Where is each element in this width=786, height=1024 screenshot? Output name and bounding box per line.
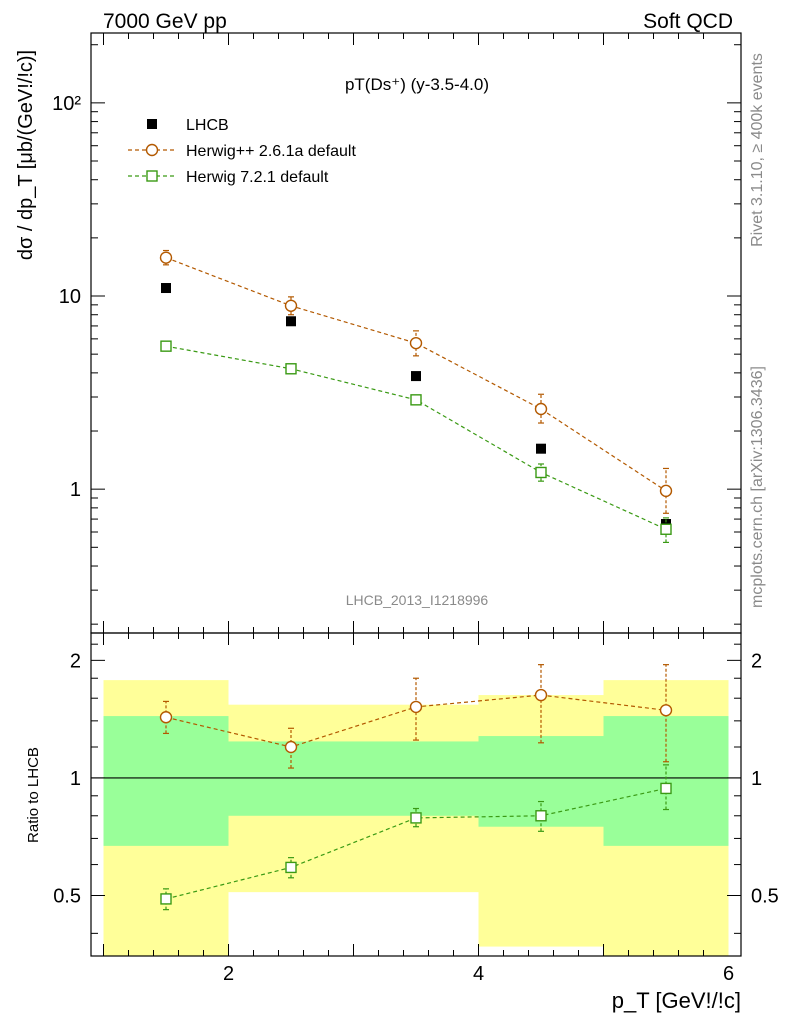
x-tick-label: 2 [223,963,234,985]
ratio-y-tick-label: 2 [70,650,81,672]
y-tick-label: 10 [59,286,81,308]
ratio-point-herwig-7-2-1-default [535,810,547,822]
ratio-y-axis-title: Ratio to LHCB [25,747,42,843]
legend-marker [145,143,159,157]
ratio-y-tick-label-right: 1 [751,768,762,790]
legend-label: Herwig++ 2.6.1a default [186,143,356,160]
main-point-herwig-2-6-1a-default [534,402,548,416]
header-left: 7000 GeV pp [103,10,227,33]
main-point-herwig-7-2-1-default [285,363,297,375]
main-point-lhcb [161,283,171,294]
header-right: Soft QCD [643,10,733,33]
y-tick-label: 10² [52,93,81,115]
ratio-plot-frame [90,632,742,957]
ratio-y-tick-label: 0.5 [53,886,81,908]
stat-uncertainty-band [603,716,729,846]
main-point-herwig-7-2-1-default [160,340,172,352]
stat-uncertainty-band [103,716,229,846]
ratio-y-tick-label: 1 [70,768,81,790]
x-tick-label: 4 [473,963,484,985]
ratio-y-tick-label-right: 0.5 [751,886,779,908]
legend-marker [146,170,158,182]
x-tick-label: 6 [723,963,734,985]
main-y-axis-title: dσ / dp_T [μb/(GeV!/!c)] [15,50,37,260]
marks-layer [159,249,673,911]
main-point-herwig-7-2-1-default [535,466,547,479]
legend-label: LHCB [186,117,229,134]
stat-uncertainty-band [228,741,354,816]
main-point-lhcb [286,316,296,327]
x-axis-title: p_T [GeV!/!c] [612,988,741,1013]
main-point-herwig-2-6-1a-default [159,251,173,264]
ratio-y-tick-label-right: 2 [751,650,762,672]
ratio-point-herwig-2-6-1a-default [159,711,173,724]
ratio-point-herwig-7-2-1-default [660,782,672,795]
main-point-lhcb [411,371,421,382]
ratio-point-herwig-2-6-1a-default [659,704,673,717]
plot-title: pT(Ds⁺) (y-3.5-4.0) [345,75,489,94]
main-line-herwig-2-6-1a-default [165,257,667,492]
stat-uncertainty-band [353,741,479,816]
ratio-point-herwig-2-6-1a-default [284,740,298,754]
axes-layer: 2 4 6 1 10 10² 0.5 0.5 1 1 2 2 [52,33,779,985]
ratio-point-herwig-7-2-1-default [285,861,297,874]
legend-label: Herwig 7.2.1 default [186,169,329,186]
ratio-point-herwig-7-2-1-default [160,893,172,905]
legend-marker [147,119,157,129]
ratio-point-herwig-2-6-1a-default [534,688,548,702]
main-point-herwig-2-6-1a-default [409,336,423,350]
ratio-point-herwig-7-2-1-default [410,812,422,824]
legend: LHCB Herwig++ 2.6.1a default Herwig 7.2.1 … [128,117,356,186]
analysis-watermark: LHCB_2013_I1218996 [346,592,489,608]
ratio-point-herwig-2-6-1a-default [409,700,423,714]
main-point-herwig-2-6-1a-default [659,484,673,498]
y-tick-label: 1 [70,479,81,501]
mcplots-source-note: mcplots.cern.ch [arXiv:1306.3436] [749,366,766,608]
main-point-herwig-7-2-1-default [410,394,422,406]
main-point-herwig-7-2-1-default [660,523,672,535]
main-point-herwig-2-6-1a-default [284,299,298,312]
main-point-lhcb [536,443,546,454]
ratio-line-herwig-7-2-1-default [165,787,667,900]
rivet-version-note: Rivet 3.1.10, ≥ 400k events [749,53,766,247]
